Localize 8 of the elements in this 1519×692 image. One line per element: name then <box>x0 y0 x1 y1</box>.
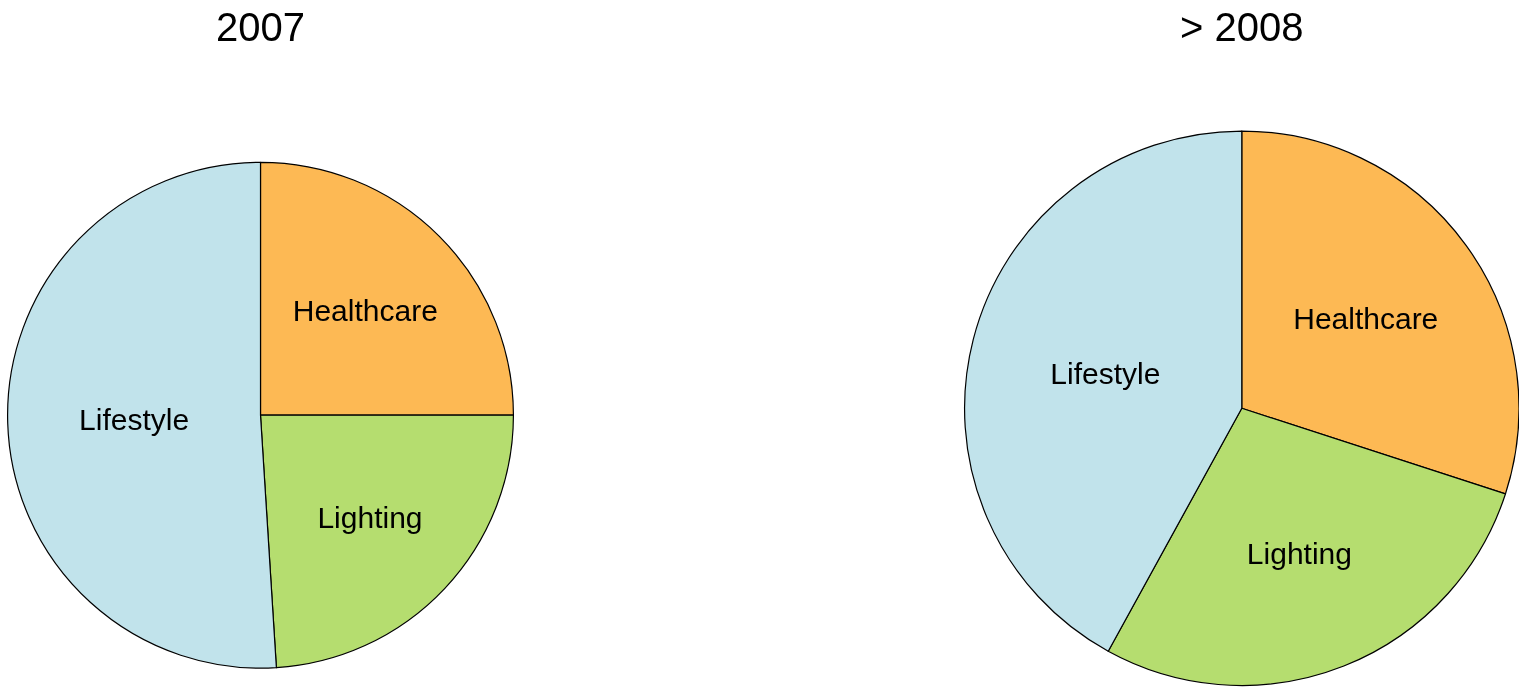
slice-label: Healthcare <box>292 293 438 327</box>
slice-label: Lighting <box>1246 537 1352 571</box>
slice-label: Lighting <box>317 501 423 535</box>
chart-title: 2007 <box>216 5 305 49</box>
chart-title: > 2008 <box>1180 5 1304 49</box>
slice-label: Lifestyle <box>79 402 190 436</box>
slice-label: Lifestyle <box>1050 356 1161 390</box>
slice-label: Healthcare <box>1293 301 1439 335</box>
